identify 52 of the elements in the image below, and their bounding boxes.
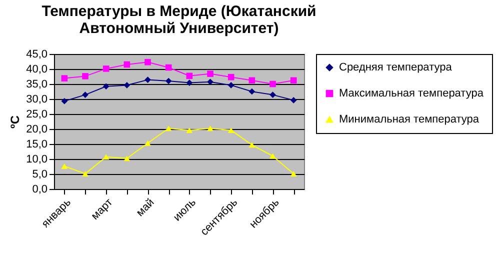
point [61,75,68,82]
point [165,64,172,71]
chart-title: Температуры в Мериде (Юкатанский Автономный Университет) [42,3,316,37]
point [82,170,88,176]
point [124,82,130,88]
y-tick-label: 30,0 [26,94,48,106]
y-tick-label: 35,0 [26,78,48,90]
point [228,82,234,88]
point [144,140,151,146]
point [165,126,172,132]
x-tick-label: май [134,196,157,220]
point [207,126,214,132]
y-tick-label: 25,0 [26,108,48,120]
y-tick-label: 10,0 [26,154,48,166]
y-tick-label: 15,0 [26,138,48,150]
point [248,142,256,148]
point [102,83,110,90]
point [102,66,110,72]
legend-label: Средняя температура [339,62,453,74]
y-tick-label: 40,0 [26,64,48,76]
point [124,156,130,162]
y-tick-label: 45,0 [26,48,48,60]
point [61,98,68,104]
point [270,80,276,88]
point [207,78,214,86]
point [228,74,234,80]
point [124,61,130,68]
y-tick-label: 20,0 [26,124,48,136]
point [186,80,193,86]
point [228,127,234,133]
y-tick-label: 0,0 [32,184,48,196]
point [207,70,214,77]
point [186,127,193,133]
point [82,73,88,80]
point [61,163,68,169]
legend-label: Минимальная температура [339,114,480,126]
point [165,78,172,84]
point [290,97,297,104]
legend-label: Максимальная температура [339,88,484,100]
point [248,88,256,95]
point [102,154,110,160]
point [82,92,88,98]
point [270,92,276,98]
y-tick-label: 5,0 [32,168,48,180]
point [248,77,256,84]
y-axis-title: ºC [8,115,22,129]
point [186,72,193,80]
point [290,170,297,176]
point [270,153,276,159]
point [290,77,297,84]
point [144,58,151,66]
point [144,76,151,83]
